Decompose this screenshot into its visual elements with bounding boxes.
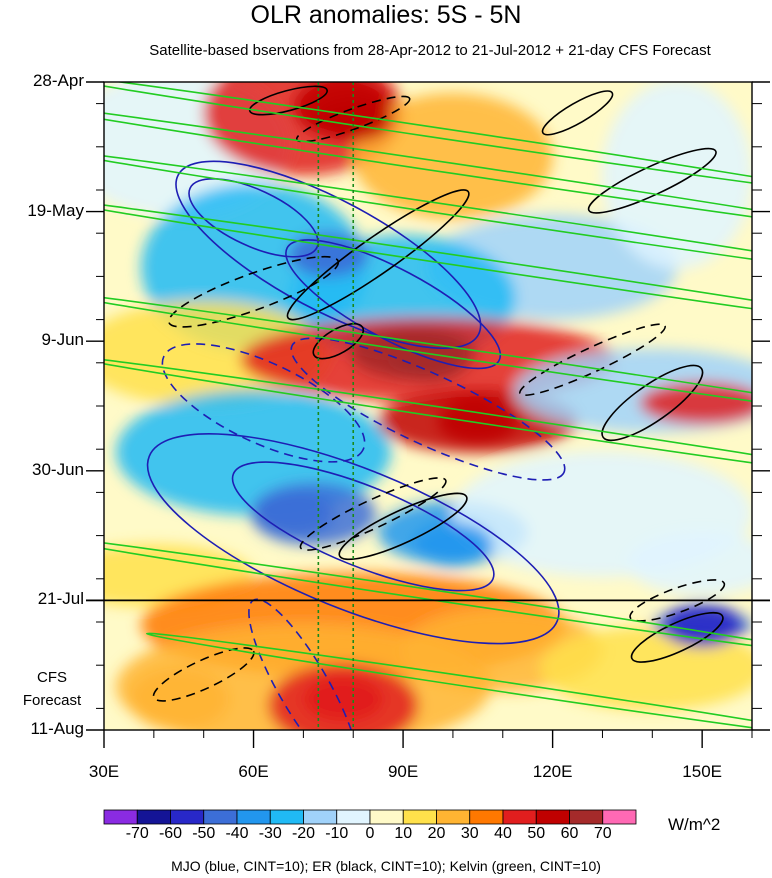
x-tick-label-4: 120E: [532, 762, 573, 781]
colorbar-label-12: 40: [494, 825, 512, 842]
anomaly-feature-6: [288, 232, 369, 277]
y-tick-label-3: 9-Jun: [41, 330, 84, 350]
chart-subtitle: Satellite-based bservations from 28-Apr-…: [149, 42, 711, 59]
er-contour-5: [312, 322, 365, 360]
colorbar-swatch-14: [535, 809, 570, 825]
contour-legend-note: MJO (blue, CINT=10); ER (black, CINT=10)…: [171, 858, 601, 874]
colorbar-swatch-10: [402, 809, 437, 825]
mjo-contour-5: [146, 432, 560, 645]
er-contour-7: [601, 364, 704, 442]
mjo-contour-8: [188, 177, 319, 258]
kelvin-contour-1: [104, 82, 752, 195]
colorbar-swatch-15: [569, 809, 604, 825]
forecast-label-line-1: CFS: [37, 669, 67, 686]
colorbar-label-4: -40: [225, 825, 249, 842]
x-tick-label-2: 60E: [238, 762, 269, 781]
colorbar-label-2: -60: [158, 825, 183, 842]
colorbar-label-14: 60: [560, 825, 579, 842]
anomaly-feature-4: [303, 677, 384, 722]
anomaly-blob-4: [352, 93, 553, 220]
anomaly-blob-6: [602, 82, 752, 270]
er-contour-13: [248, 85, 328, 116]
er-contour-4: [299, 477, 447, 551]
y-tick-label-2: 19-May: [27, 200, 84, 220]
er-contour-9: [152, 647, 255, 702]
colorbar: [103, 809, 637, 825]
colorbar-swatch-2: [136, 809, 171, 825]
mjo-contour-2: [285, 239, 502, 370]
colorbar-swatch-13: [502, 809, 537, 825]
colorbar-label-5: -30: [258, 825, 282, 842]
forecast-label: CFS Forecast: [12, 666, 92, 712]
colorbar-swatch-3: [170, 809, 205, 825]
er-contour-10: [629, 579, 726, 622]
anomaly-feature-5: [253, 492, 334, 536]
kelvin-contour-3: [104, 150, 752, 286]
mjo-contour-1: [175, 160, 482, 350]
kelvin-contour-2: [104, 102, 752, 235]
chart-title: OLR anomalies: 5S - 5N: [250, 1, 522, 29]
er-contour-1: [286, 189, 470, 321]
x-tick-label-3: 90E: [387, 762, 419, 781]
kelvin-contour-7: [104, 534, 752, 655]
anomaly-blob-19: [627, 531, 752, 595]
axes-ticks: [86, 81, 770, 748]
colorbar-swatch-4: [203, 809, 238, 825]
colorbar-label-13: 50: [527, 825, 546, 842]
colorbar-label-1: -70: [125, 825, 149, 842]
y-tick-label-1: 28-Apr: [32, 71, 84, 90]
anomaly-heat-blobs: [104, 82, 752, 730]
x-tick-label-5: 150E: [682, 762, 722, 781]
colorbar-label-15: 70: [593, 825, 612, 842]
kelvin-contour-4: [104, 198, 752, 337]
kelvin-contour-8: [145, 632, 752, 730]
colorbar-swatch-7: [303, 809, 338, 825]
colorbar-label-6: -20: [291, 825, 316, 842]
y-tick-label-6: 11-Aug: [30, 719, 84, 738]
er-contour-3: [338, 492, 468, 561]
colorbar-label-3: -50: [192, 825, 216, 842]
colorbar-swatch-1: [103, 809, 138, 825]
forecast-label-line-2: Forecast: [22, 692, 82, 709]
anomaly-blob-25: [539, 626, 752, 711]
colorbar-swatch-9: [369, 809, 404, 825]
colorbar-swatch-5: [236, 809, 271, 825]
colorbar-label-9: 10: [394, 825, 413, 842]
colorbar-swatch-16: [602, 809, 637, 825]
er-contour-14: [541, 90, 614, 136]
colorbar-label-10: 20: [427, 825, 446, 842]
er-contour-8: [519, 323, 666, 397]
anomaly-feature-7: [412, 522, 493, 567]
y-tick-label-4: 30-Jun: [32, 459, 84, 479]
mjo-contour-4: [290, 337, 566, 481]
colorbar-swatch-12: [469, 809, 504, 825]
colorbar-label-11: 30: [460, 825, 479, 842]
anomaly-feature-3: [437, 399, 518, 444]
colorbar-swatch-8: [336, 809, 371, 825]
colorbar-swatch-11: [436, 809, 471, 825]
kelvin-contour-5: [104, 290, 752, 429]
colorbar-label-8: 0: [365, 825, 375, 842]
colorbar-swatch-6: [269, 809, 304, 825]
mjo-contour-3: [161, 343, 366, 463]
er-contour-2: [167, 255, 340, 328]
colorbar-label-7: -10: [325, 825, 349, 842]
x-tick-label-1: 30E: [88, 762, 120, 781]
mjo-contour-6: [231, 461, 495, 592]
colorbar-units: W/m^2: [668, 815, 721, 834]
kelvin-contour-6: [104, 355, 752, 488]
wave-contours: [104, 82, 752, 730]
er-contour-11: [630, 611, 724, 663]
y-tick-label-5: 21-Jul: [37, 589, 84, 609]
